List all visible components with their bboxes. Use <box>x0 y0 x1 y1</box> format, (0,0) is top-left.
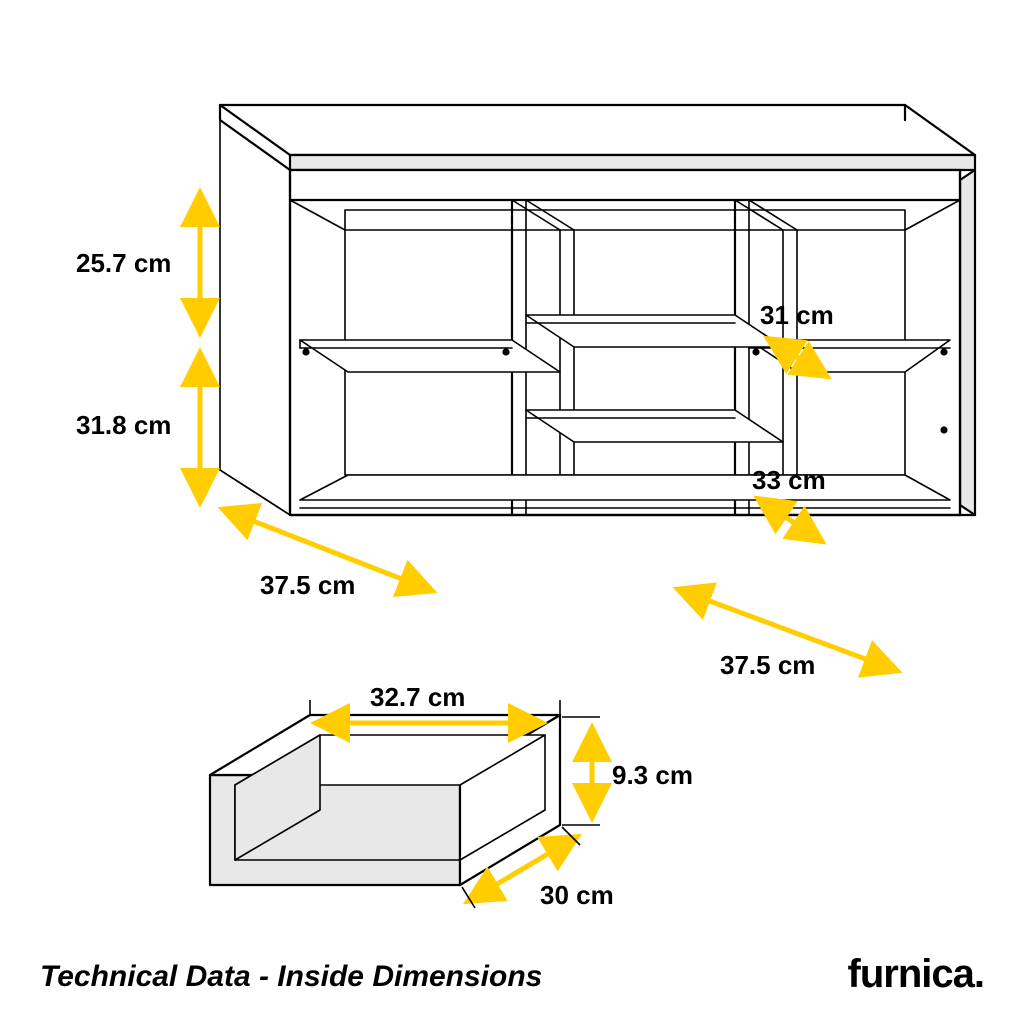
page-title: Technical Data - Inside Dimensions <box>40 960 542 994</box>
brand-logo: furnica. <box>848 952 984 997</box>
dim-dShelf: 31 cm <box>760 300 834 331</box>
dim-drawer-d: 30 cm <box>540 880 614 911</box>
cabinet-diagram <box>220 105 975 515</box>
dim-drawer-w: 32.7 cm <box>370 682 465 713</box>
dim-h2: 31.8 cm <box>76 410 171 441</box>
dim-drawer-h: 9.3 cm <box>612 760 693 791</box>
dim-wL: 37.5 cm <box>260 570 355 601</box>
dim-dBase: 33 cm <box>752 465 826 496</box>
drawer-diagram <box>210 715 560 885</box>
dim-wR: 37.5 cm <box>720 650 815 681</box>
dim-h1: 25.7 cm <box>76 248 171 279</box>
